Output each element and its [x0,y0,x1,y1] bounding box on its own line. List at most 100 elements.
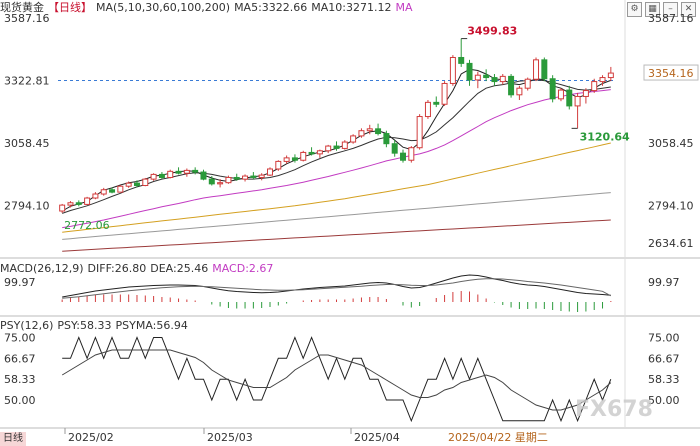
psy-psyma-line [61,349,612,411]
candle-body [366,128,373,132]
macd-y-tick: 99.97 [4,276,36,289]
candle-body [557,89,564,100]
close-icon[interactable]: ✕ [681,2,696,17]
symbol-label: 现货黄金 [0,1,44,14]
candle-body [233,176,240,180]
candle-body [316,150,323,155]
candle-body [483,74,490,79]
psy-y-tick-right: 75.00 [648,332,680,345]
candle-body [599,77,606,83]
period-button[interactable]: 【日线】 [48,1,92,14]
macd-y-tick-right: 99.97 [648,276,680,289]
candle-body [607,72,614,79]
ma-line-ma60 [62,142,611,233]
x-tick-label: 2025/02 [68,431,114,444]
candle-body [142,178,149,187]
macd-params: MACD(26,12,9) [0,262,84,275]
candle-body [167,170,174,178]
psy-y-tick: 58.33 [4,373,36,386]
candle-body [549,78,556,100]
candle-body [449,56,456,84]
candle-body [59,204,66,212]
candle-body [100,189,107,195]
candle-body [84,197,91,205]
candle-body [109,189,116,193]
candle-body [266,168,273,176]
candle-body [242,175,249,180]
low-annotation: 3120.64 [580,130,630,143]
candle-body [341,141,348,149]
psy-y-tick-right: 58.33 [648,373,680,386]
ma-line-ma200 [62,219,611,252]
ma5-value: MA5:3322.66 [234,1,308,14]
psy-params: PSY(12,6) [0,319,54,332]
high-annotation: 3499.83 [467,25,517,38]
psy-y-tick: 75.00 [4,332,36,345]
ma10-value: MA10:3271.12 [311,1,392,14]
candle-body [375,128,382,135]
x-tick-label: 2025/04 [354,431,400,444]
ma-line-ma5 [61,68,611,212]
candle-body [133,182,140,187]
settings-icon[interactable]: ⚙ [627,2,642,17]
candle-body [391,143,398,154]
y-tick-label: 3322.81 [4,74,50,87]
y-tick-label: 3058.45 [648,137,694,150]
candle-body [92,193,99,199]
x-tick-label: 2025/03 [207,431,253,444]
candle-body [183,169,190,174]
candle-body [308,151,315,155]
candle-body [400,152,407,161]
candle-body [416,116,423,149]
macd-diff: DIFF:26.80 [87,262,147,275]
candle-body [150,173,157,180]
candle-body [516,87,523,96]
ma-more: MA [395,1,413,14]
macd-header: MACD(26,12,9) DIFF:26.80 DEA:25.46 MACD:2.6… [0,261,277,277]
psy-y-tick-right: 66.67 [648,352,680,365]
candle-body [158,173,165,178]
psy-header: PSY(12,6) PSY:58.33 PSYMA:56.94 [0,318,192,334]
candle-body [291,157,298,161]
minimize-icon[interactable]: – [663,2,678,17]
candle-body [574,95,581,107]
candle-body [441,82,448,105]
candle-body [125,182,132,187]
ma-line-ma10 [62,79,611,214]
x-tick-label: 2025/04/22 星期二 [448,431,548,444]
candle-body [383,133,390,145]
y-tick-label: 2634.61 [648,237,694,250]
candle-body [325,145,332,152]
watermark-logo: FX678 [575,397,653,422]
candle-body [225,176,232,184]
ma-line-ma100 [62,192,611,240]
current-price-box [643,64,699,81]
candle-body [208,178,215,185]
candle-body [541,59,548,80]
ma-line-ma30 [62,89,611,229]
layout-icon[interactable]: ▦ [645,2,660,17]
y-tick-label: 2794.10 [648,199,694,212]
candle-body [350,135,357,143]
y-tick-label: 3587.16 [4,12,50,25]
candle-body [433,101,440,105]
psyma-value: PSYMA:56.94 [115,319,188,332]
candle-body [275,160,282,170]
candle-body [117,185,124,193]
psy-y-tick-right: 50.00 [648,394,680,407]
macd-diff-line [62,274,611,298]
candle-body [75,202,82,205]
candle-body [333,145,340,149]
candle-body [508,75,515,96]
candle-body [466,62,473,81]
candle-body [582,90,589,97]
period-tab[interactable]: 日线 [0,432,26,446]
psy-y-tick: 50.00 [4,394,36,407]
y-tick-label: 3058.45 [4,137,50,150]
ma-params: MA(5,10,30,60,100,200) [96,1,231,14]
psy-value: PSY:58.33 [57,319,112,332]
current-price-label: 3354.16 [648,67,694,80]
candle-body [250,175,257,178]
candle-body [217,182,224,185]
